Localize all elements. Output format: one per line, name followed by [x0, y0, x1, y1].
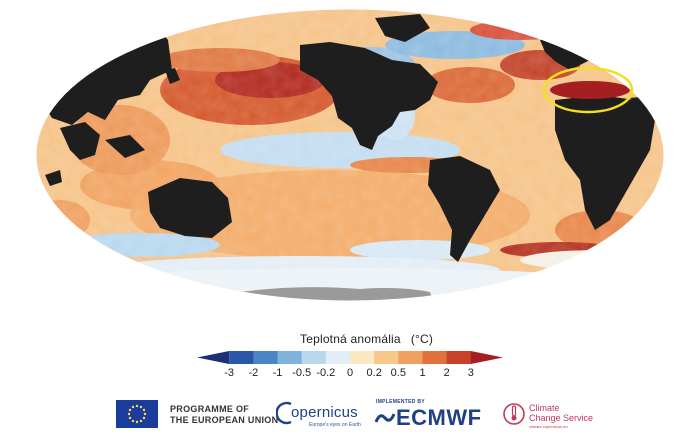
color-scale-tick-label: -0.5 [292, 367, 311, 379]
color-scale-tick-label: -1 [273, 367, 283, 379]
highlight-ellipse [542, 66, 634, 114]
color-scale-segments [197, 351, 503, 364]
legend-title-text: Teplotná anomália [300, 332, 401, 346]
color-scale-segment [197, 351, 230, 364]
copernicus-logo-icon [276, 401, 292, 425]
color-scale-tick-label: -2 [248, 367, 258, 379]
copernicus-tagline: Europe's eyes on Earth [309, 422, 361, 428]
color-scale-tick-label: 0.5 [391, 367, 406, 379]
ecmwf-logo-text: ECMWF [396, 405, 482, 430]
ecmwf-logo-icon [374, 413, 396, 423]
eu-programme-label: PROGRAMME OF THE EUROPEAN UNION [170, 404, 278, 426]
climate-line-1: Climate [529, 403, 560, 413]
eu-flag-icon [116, 400, 158, 428]
eu-line-1: PROGRAMME OF [170, 404, 250, 414]
color-scale-segment [398, 351, 423, 364]
color-scale-tick-label: 1 [419, 367, 425, 379]
color-scale-segment [350, 351, 375, 364]
color-scale-tick-label: -3 [224, 367, 234, 379]
color-scale-segment [229, 351, 254, 364]
color-scale: -3 -2 -1 -0.5 -0.2 0 0.2 0.5 1 2 3 [197, 351, 503, 379]
color-scale-segment [470, 351, 503, 364]
copernicus-logo-text: opernicus [291, 404, 358, 421]
color-scale-tick-label: 2 [444, 367, 450, 379]
climate-thermometer-icon [503, 403, 525, 425]
eu-line-2: THE EUROPEAN UNION [170, 415, 279, 425]
color-scale-segment [253, 351, 278, 364]
antarctica [230, 287, 440, 301]
mediterranean-hotspot [550, 81, 630, 99]
footer-logos: PROGRAMME OF THE EUROPEAN UNION opernicu… [0, 392, 700, 438]
color-scale-segment [374, 351, 399, 364]
color-scale-segment [422, 351, 448, 364]
color-scale-segment [325, 351, 351, 364]
climate-line-2: Change Service [529, 413, 594, 423]
climate-service-label: Climate Change Service [529, 403, 593, 423]
color-scale-segment [446, 351, 472, 364]
color-scale-segment [301, 351, 327, 364]
sea-surface-temperature-anomaly-map [35, 8, 665, 302]
globe-outline [35, 8, 665, 302]
legend-unit: (°C) [410, 332, 434, 346]
color-scale-tick-label: 3 [468, 367, 474, 379]
color-scale-tick-labels: -3 -2 -1 -0.5 -0.2 0 0.2 0.5 1 2 3 [224, 367, 474, 379]
implemented-by-label: IMPLEMENTED BY [376, 399, 425, 405]
color-scale-tick-label: -0.2 [316, 367, 335, 379]
color-scale-segment [277, 351, 303, 364]
color-scale-tick-label: 0 [347, 367, 353, 379]
legend-title: Teplotná anomália (°C) [300, 332, 433, 346]
climate-service-url: climate.copernicus.eu [529, 424, 568, 429]
color-scale-tick-label: 0.2 [367, 367, 382, 379]
